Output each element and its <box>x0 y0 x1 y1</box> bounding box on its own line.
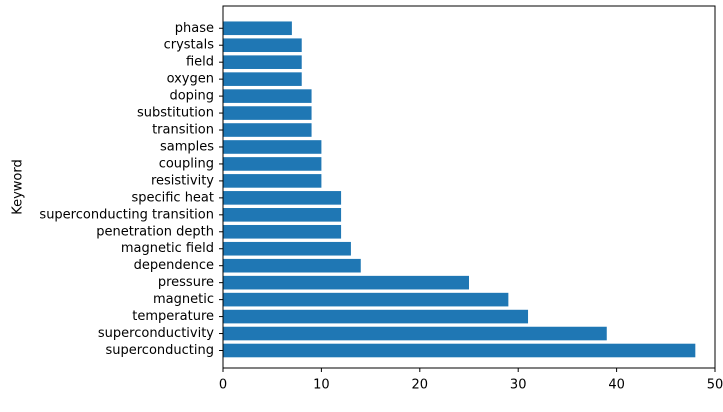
bars-layer <box>223 21 696 358</box>
y-tick-label: pressure <box>158 275 214 290</box>
bar-oxygen <box>223 72 302 86</box>
y-tick-label: specific heat <box>131 190 214 205</box>
y-tick-label: samples <box>160 139 214 154</box>
bar-transition <box>223 123 312 137</box>
bar-coupling <box>223 157 322 171</box>
y-ticks: superconducting superconductivity temperat… <box>39 21 223 358</box>
y-tick-label: doping <box>169 89 214 104</box>
y-tick-label: superconducting transition <box>39 207 214 222</box>
x-tick-label: 20 <box>412 378 429 393</box>
y-tick-label: transition <box>152 123 214 138</box>
y-tick-label: magnetic <box>153 292 214 307</box>
bar-doping <box>223 89 312 103</box>
plot-frame <box>222 5 716 369</box>
y-tick-label: magnetic field <box>121 241 214 256</box>
y-tick-label: dependence <box>134 258 214 273</box>
bar-samples <box>223 140 322 154</box>
bar-resistivity <box>223 174 322 188</box>
y-axis-label: Keyword <box>11 159 26 215</box>
bar-phase <box>223 21 292 36</box>
x-ticks: 0 10 20 30 40 50 <box>219 368 723 393</box>
y-tick-label: resistivity <box>151 173 214 188</box>
bar-field <box>223 55 302 69</box>
y-tick-label: coupling <box>159 156 214 171</box>
bar-pressure <box>223 275 469 290</box>
x-tick-label: 10 <box>313 378 330 393</box>
x-tick-label: 50 <box>707 378 723 393</box>
bar-specific-heat <box>223 191 342 205</box>
bar-superconducting-transition <box>223 208 342 222</box>
bar-dependence <box>223 258 361 273</box>
x-tick-label: 0 <box>219 378 227 393</box>
x-tick-label: 30 <box>510 378 527 393</box>
bar-superconducting <box>223 343 696 358</box>
bar-magnetic <box>223 292 509 307</box>
bar-substitution <box>223 106 312 120</box>
y-tick-label: superconducting <box>105 343 214 358</box>
y-tick-label: substitution <box>137 106 214 121</box>
y-tick-label: temperature <box>132 309 214 324</box>
y-tick-label: oxygen <box>167 72 214 87</box>
bar-penetration-depth <box>223 224 342 239</box>
bar-superconductivity <box>223 326 607 341</box>
bar-magnetic-field <box>223 241 351 256</box>
y-tick-label: phase <box>175 21 214 36</box>
y-tick-label: field <box>186 55 214 70</box>
y-tick-label: superconductivity <box>98 326 214 341</box>
bar-crystals <box>223 38 302 53</box>
y-tick-label: penetration depth <box>96 224 214 239</box>
x-tick-label: 40 <box>608 378 625 393</box>
y-tick-label: crystals <box>164 38 215 53</box>
bar-temperature <box>223 309 529 324</box>
